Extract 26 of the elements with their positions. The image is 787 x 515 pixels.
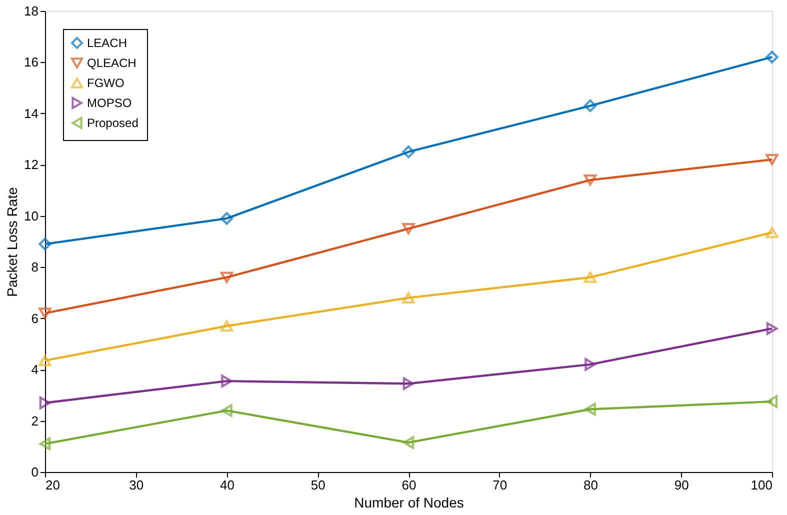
x-tick-label: 40 — [220, 478, 234, 492]
x-tick-label: 20 — [46, 478, 60, 492]
x-tick-label: 70 — [492, 478, 508, 492]
y-tick-label: 12 — [24, 157, 38, 172]
y-tick-label: 0 — [31, 464, 38, 480]
x-tick-label: 50 — [310, 478, 326, 492]
legend-label: MOPSO — [87, 96, 132, 110]
x-tick-label: 30 — [129, 478, 144, 492]
y-axis-title: Packet Loss Rate — [4, 186, 20, 297]
y-tick-label: 16 — [24, 54, 38, 70]
legend-label: Proposed — [87, 116, 138, 130]
y-tick-label: 4 — [31, 362, 38, 378]
x-axis-title: Number of Nodes — [354, 494, 464, 510]
x-tick-label: 80 — [584, 478, 598, 492]
legend-label: FGWO — [87, 76, 124, 90]
y-tick-label: 2 — [31, 413, 38, 428]
y-tick-label: 14 — [24, 106, 38, 121]
legend-label: LEACH — [87, 36, 128, 50]
y-tick-label: 10 — [24, 208, 38, 224]
y-tick-label: 18 — [24, 4, 38, 18]
y-tick-label: 8 — [31, 260, 38, 275]
y-tick-label: 6 — [31, 310, 38, 326]
x-tick-label: 60 — [402, 478, 416, 492]
legend-label: QLEACH — [87, 56, 136, 70]
x-tick-label: 100 — [750, 478, 772, 492]
x-tick-label: 90 — [674, 478, 689, 492]
